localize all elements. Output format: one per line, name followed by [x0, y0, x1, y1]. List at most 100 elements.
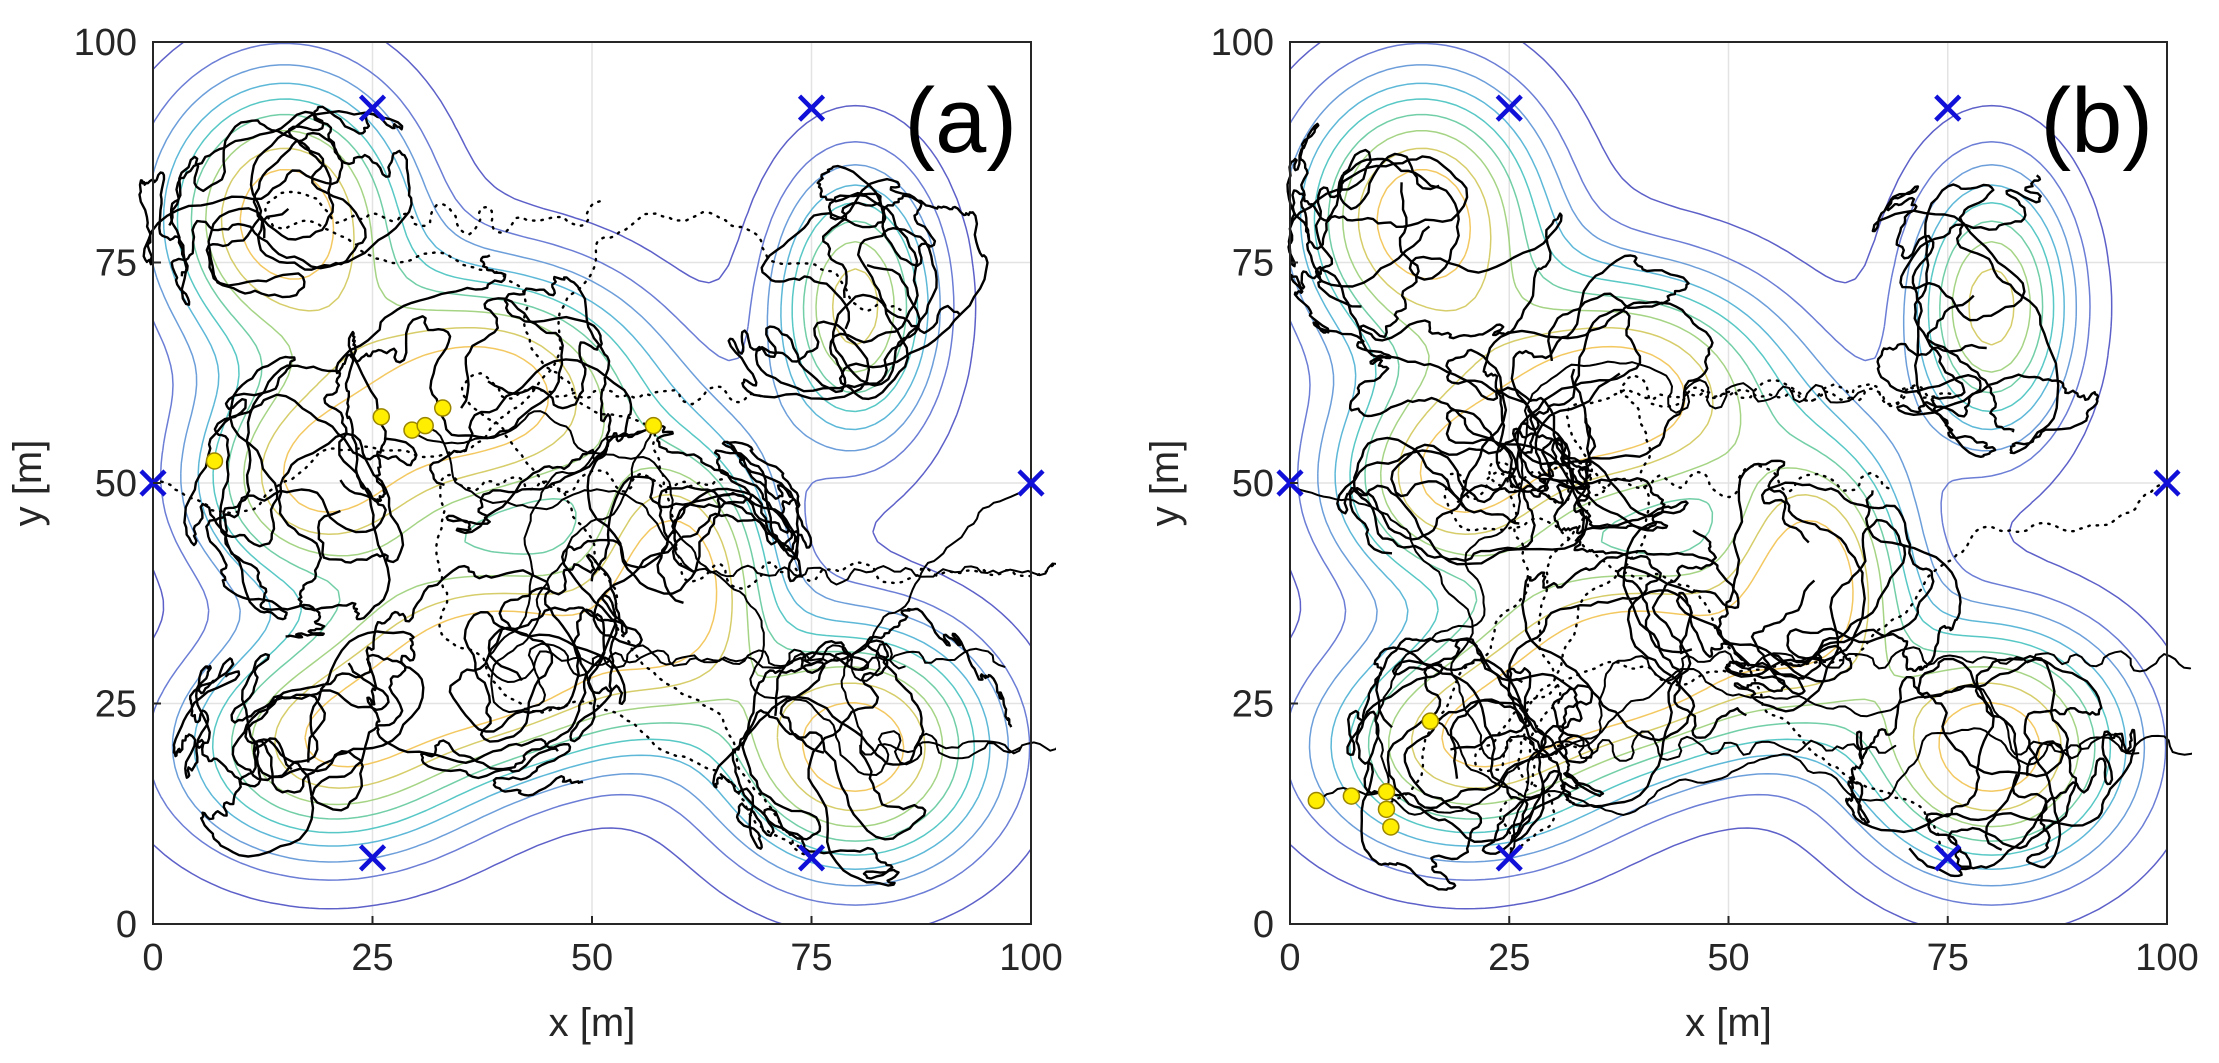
y-axis-label: y [m]	[1143, 440, 1187, 527]
agent-dot	[1382, 818, 1400, 836]
panel-a: 0 25 50 75 100 0 25 50 75 100 x [m] y [m] (a)	[6, 22, 1063, 1045]
dotted-trajectory-path	[435, 469, 813, 860]
x-tick-label: 0	[142, 937, 163, 979]
y-axis-label: y [m]	[6, 440, 50, 527]
density-contours	[1289, 41, 2168, 925]
transit-trajectory-path	[411, 410, 1022, 777]
marker-stroke	[1934, 94, 1962, 122]
contour-level-3	[152, 64, 1010, 887]
contour-level-3	[1289, 64, 2146, 887]
contour-level-1	[1289, 41, 2168, 925]
contour-level-5	[1313, 98, 2112, 856]
base-station-marker	[1495, 94, 1523, 122]
transit-trajectory-path	[1429, 720, 2192, 817]
trajectory-path	[205, 364, 405, 639]
base-station-marker	[1934, 94, 1962, 122]
y-tick-label: 0	[116, 904, 137, 946]
agent-dot	[1377, 800, 1396, 819]
marker-stroke	[797, 844, 826, 872]
trajectory-path	[1286, 122, 1563, 342]
transit-trajectory-path	[1315, 667, 2140, 816]
x-tick-label: 25	[351, 937, 393, 979]
agent-markers	[1307, 712, 1440, 836]
base-station-marker	[1495, 844, 1523, 872]
y-tick-label: 0	[1253, 904, 1274, 946]
y-tick-label: 25	[1232, 684, 1274, 726]
panel-title: (a)	[905, 70, 1017, 172]
agent-dot	[644, 416, 663, 435]
dotted-trajectory-path	[151, 210, 908, 515]
agent-markers	[205, 399, 663, 470]
transit-trajectory-path	[424, 424, 1056, 586]
agent-dot	[1377, 782, 1396, 801]
transit-trajectory-path	[490, 424, 906, 714]
trajectory-path	[731, 607, 1013, 887]
trajectory-path	[365, 564, 618, 797]
trajectory-path	[1871, 174, 2042, 458]
base-station-marker	[358, 94, 387, 122]
marker-stroke	[358, 844, 387, 872]
agent-trajectories	[138, 105, 1056, 887]
x-tick-label: 50	[1707, 937, 1749, 979]
trajectory-path	[1287, 148, 1469, 360]
x-tick-label: 25	[1488, 937, 1530, 979]
marker-stroke	[358, 94, 387, 122]
trajectory-path	[1917, 657, 2137, 870]
base-station-marker	[358, 844, 387, 872]
y-tick-label: 50	[1232, 463, 1274, 505]
marker-stroke	[797, 94, 826, 122]
dotted-trajectory-path	[264, 190, 655, 427]
agent-dot	[416, 416, 434, 435]
agent-dot	[1421, 712, 1440, 730]
x-axis-label: x [m]	[1685, 1001, 1772, 1045]
contour-level-2	[1289, 42, 2167, 906]
dotted-trajectory-path	[652, 424, 1056, 590]
transit-trajectory-path	[1289, 482, 1897, 762]
y-tick-label: 100	[1211, 22, 1274, 64]
base-station-marker	[797, 94, 826, 122]
contour-level-6	[190, 113, 960, 842]
axis-ticks: 0 25 50 75 100 0 25 50 75 100	[1211, 22, 2199, 979]
trajectory-path	[1346, 638, 1566, 855]
trajectory-path	[169, 105, 404, 299]
trajectory-path	[200, 630, 425, 858]
trajectory-path	[183, 355, 418, 621]
contour-level-9	[1376, 168, 2041, 792]
transit-trajectory-path	[1374, 360, 1865, 793]
base-station-marker	[1934, 844, 1962, 872]
x-tick-label: 0	[1279, 937, 1300, 979]
marker-stroke	[1934, 844, 1962, 872]
marker-stroke	[2153, 469, 2181, 497]
x-tick-label: 100	[2135, 937, 2198, 979]
agent-dot	[1342, 787, 1361, 805]
base-station-markers	[139, 94, 1045, 872]
base-station-marker	[797, 844, 826, 872]
agent-dot	[205, 452, 224, 470]
y-tick-label: 50	[95, 463, 137, 505]
transit-trajectory-path	[485, 424, 1006, 684]
x-axis-label: x [m]	[549, 1001, 636, 1045]
dotted-trajectory-path	[1443, 467, 1949, 860]
trajectory-path	[816, 164, 961, 401]
x-tick-label: 50	[571, 937, 613, 979]
agent-trajectories	[1286, 122, 2192, 891]
x-tick-label: 75	[790, 937, 832, 979]
panel-b: 0 25 50 75 100 0 25 50 75 100 x [m] y [m] (b)	[1143, 22, 2199, 1045]
agent-dot	[372, 408, 391, 426]
transit-trajectory-path	[840, 482, 1056, 756]
trajectory-path	[172, 653, 364, 812]
contour-level-1	[152, 41, 1032, 925]
y-tick-label: 25	[95, 684, 137, 726]
base-station-markers	[1276, 94, 2181, 872]
x-tick-label: 100	[999, 937, 1062, 979]
marker-stroke	[1495, 94, 1523, 122]
base-station-marker	[1017, 469, 1045, 497]
trajectory-path	[138, 110, 413, 306]
dotted-trajectory-path	[1473, 481, 2169, 773]
trajectory-path	[420, 553, 628, 780]
base-station-marker	[2153, 469, 2181, 497]
agent-dot	[1307, 791, 1326, 810]
trajectory-path	[1845, 654, 2078, 878]
